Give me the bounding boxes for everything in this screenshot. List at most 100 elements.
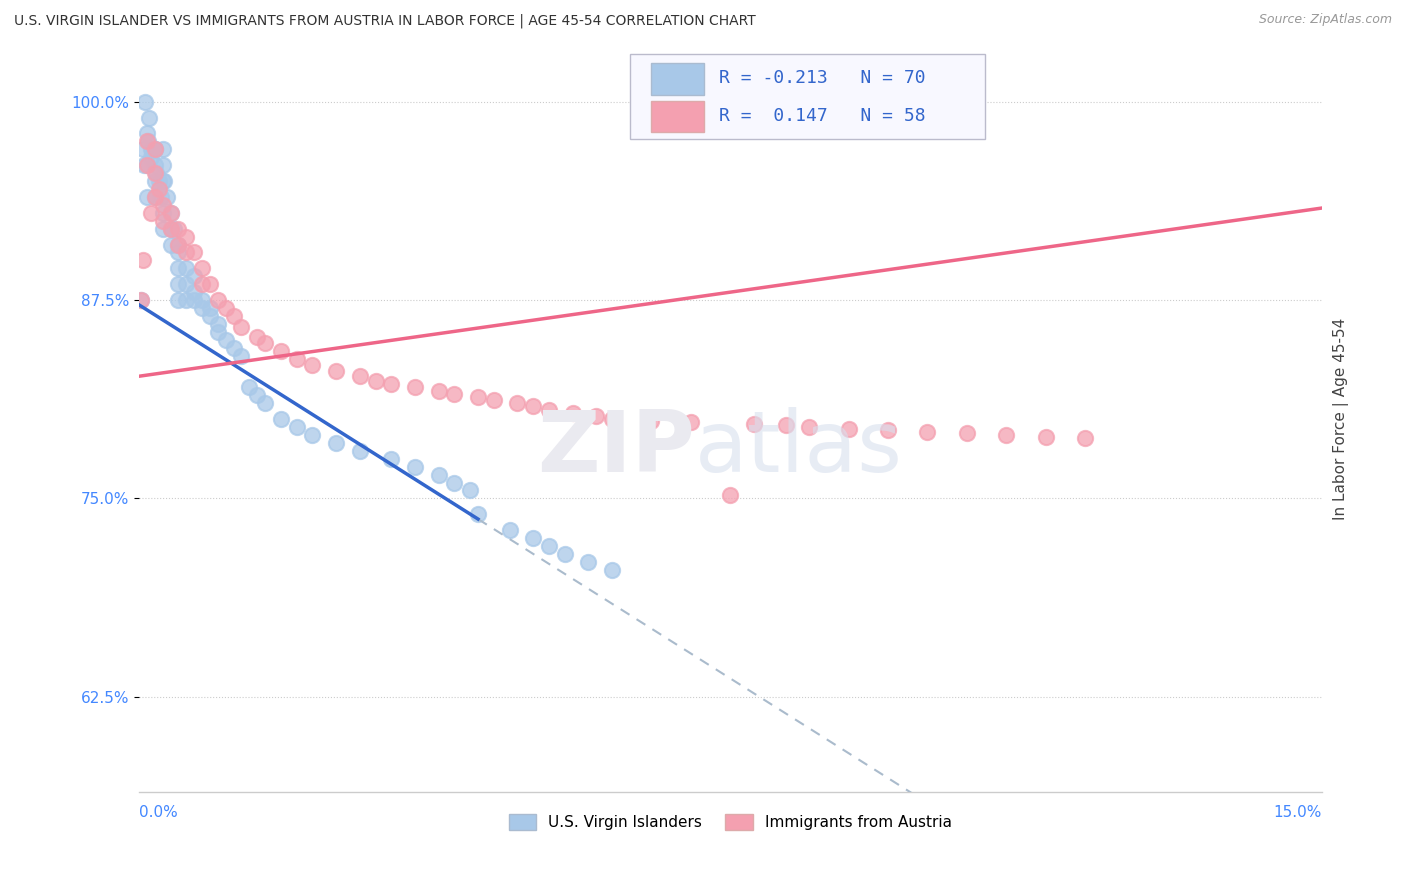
Point	[183, 245, 205, 260]
Point	[143, 142, 166, 156]
Point	[152, 206, 174, 220]
Point	[148, 174, 170, 188]
Text: ZIP: ZIP	[537, 408, 695, 491]
Point	[270, 412, 292, 426]
Point	[167, 277, 190, 292]
Point	[458, 483, 481, 498]
Point	[364, 374, 387, 388]
Point	[838, 422, 860, 436]
Point	[183, 285, 205, 300]
Text: 0.0%: 0.0%	[139, 805, 177, 820]
Point	[138, 135, 160, 149]
Point	[143, 158, 166, 172]
Point	[167, 221, 190, 235]
Point	[150, 190, 173, 204]
Point	[325, 364, 347, 378]
Point	[183, 269, 205, 284]
Point	[325, 436, 347, 450]
Text: 15.0%: 15.0%	[1274, 805, 1322, 820]
Point	[198, 309, 221, 323]
Point	[799, 420, 821, 434]
Point	[198, 301, 221, 315]
Point	[917, 425, 939, 439]
Point	[995, 428, 1018, 442]
Point	[285, 351, 308, 366]
Point	[482, 392, 505, 407]
Point	[349, 443, 371, 458]
Point	[427, 384, 450, 398]
Point	[152, 198, 174, 212]
Text: atlas: atlas	[695, 408, 903, 491]
Point	[222, 341, 245, 355]
Point	[152, 174, 174, 188]
Point	[143, 166, 166, 180]
Point	[380, 377, 402, 392]
Point	[207, 325, 229, 339]
Y-axis label: In Labor Force | Age 45-54: In Labor Force | Age 45-54	[1333, 318, 1348, 520]
Bar	[651, 63, 704, 95]
Point	[301, 358, 323, 372]
Point	[600, 563, 623, 577]
Point	[561, 406, 583, 420]
Point	[174, 261, 197, 276]
Point	[498, 523, 520, 537]
Point	[742, 417, 765, 431]
Point	[167, 245, 190, 260]
Text: U.S. VIRGIN ISLANDER VS IMMIGRANTS FROM AUSTRIA IN LABOR FORCE | AGE 45-54 CORRE: U.S. VIRGIN ISLANDER VS IMMIGRANTS FROM …	[14, 13, 756, 28]
Point	[167, 237, 190, 252]
Text: R =  0.147   N = 58: R = 0.147 N = 58	[718, 106, 925, 125]
Point	[143, 142, 166, 156]
Point	[238, 380, 260, 394]
Text: Source: ZipAtlas.com: Source: ZipAtlas.com	[1258, 13, 1392, 27]
Point	[404, 380, 426, 394]
Point	[554, 547, 576, 561]
Point	[134, 95, 156, 109]
Point	[301, 428, 323, 442]
Point	[191, 261, 214, 276]
Point	[718, 488, 741, 502]
Point	[522, 531, 544, 545]
Point	[443, 386, 465, 401]
Point	[1074, 431, 1097, 445]
Point	[467, 390, 489, 404]
Point	[159, 206, 181, 220]
Point	[143, 142, 166, 156]
Point	[139, 150, 162, 164]
Point	[132, 142, 155, 156]
Point	[135, 158, 157, 172]
Point	[427, 467, 450, 482]
Point	[231, 320, 253, 334]
Point	[600, 412, 623, 426]
Point	[163, 221, 186, 235]
Point	[159, 237, 181, 252]
Point	[135, 127, 157, 141]
Point	[135, 135, 157, 149]
Point	[522, 400, 544, 414]
Point	[191, 301, 214, 315]
Point	[506, 396, 529, 410]
Point	[191, 293, 214, 307]
Point	[143, 174, 166, 188]
Point	[152, 221, 174, 235]
Point	[167, 261, 190, 276]
Point	[207, 317, 229, 331]
Point	[207, 293, 229, 307]
Point	[467, 508, 489, 522]
FancyBboxPatch shape	[630, 54, 984, 139]
Point	[132, 253, 155, 268]
Point	[215, 333, 238, 347]
Point	[285, 420, 308, 434]
Point	[152, 142, 174, 156]
Point	[143, 190, 166, 204]
Point	[640, 414, 662, 428]
Point	[775, 418, 797, 433]
Point	[135, 158, 157, 172]
Text: R = -0.213   N = 70: R = -0.213 N = 70	[718, 70, 925, 87]
Point	[155, 190, 177, 204]
Point	[222, 309, 245, 323]
Point	[143, 190, 166, 204]
Point	[153, 174, 176, 188]
Point	[537, 539, 560, 553]
Point	[167, 237, 190, 252]
Point	[585, 409, 607, 423]
